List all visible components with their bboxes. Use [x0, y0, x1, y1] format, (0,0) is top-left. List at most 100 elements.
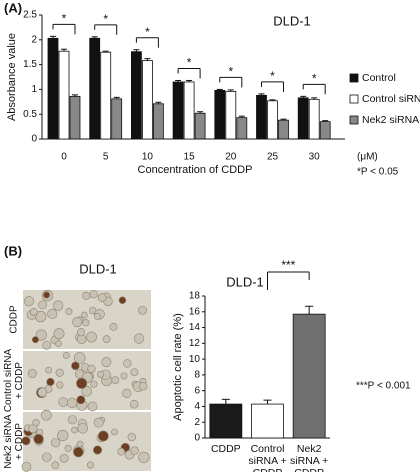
y-tick-label: 16	[189, 306, 201, 317]
bar	[111, 98, 123, 140]
x-tick-label: 20	[225, 152, 237, 163]
y-tick-label: 18	[189, 291, 201, 302]
cell	[129, 399, 139, 409]
cell	[27, 369, 37, 379]
cell	[42, 452, 52, 462]
error-bar	[144, 58, 151, 61]
cell	[31, 336, 39, 344]
x-tick-label: 5	[103, 152, 109, 163]
cell	[62, 352, 70, 359]
error-bar	[133, 49, 140, 52]
error-bar	[155, 101, 162, 104]
cell	[76, 377, 88, 389]
note: ***P < 0.001	[356, 381, 411, 392]
cell	[53, 300, 64, 311]
cell	[87, 401, 98, 412]
error-bar	[186, 79, 193, 82]
bar	[183, 81, 195, 140]
error-bar	[216, 88, 223, 91]
legend-label: Control	[362, 72, 396, 84]
y-axis-title: Absorbance value	[6, 33, 18, 121]
cell	[80, 311, 88, 319]
cell	[59, 453, 69, 463]
error-bar	[280, 118, 287, 121]
cell	[111, 376, 120, 384]
bar	[172, 81, 184, 140]
y-tick-label: 14	[189, 322, 201, 333]
chart-title: DLD-1	[273, 13, 311, 28]
cell	[40, 409, 52, 421]
cell	[93, 445, 103, 455]
cell	[82, 319, 90, 327]
bar	[152, 103, 164, 140]
significance: *	[62, 11, 67, 25]
cell	[65, 308, 73, 316]
cell	[89, 290, 98, 299]
legend-swatch	[349, 73, 359, 83]
error-bar	[102, 50, 109, 53]
cell	[76, 328, 86, 337]
cell	[23, 296, 35, 307]
significance: *	[103, 12, 108, 26]
row-label: + CDDP	[14, 362, 25, 399]
cell	[57, 429, 69, 442]
cell	[51, 461, 60, 470]
x-tick-label: 10	[142, 152, 154, 163]
cell	[93, 417, 104, 428]
cell	[72, 317, 83, 328]
bar	[58, 50, 70, 140]
cell	[33, 433, 44, 445]
cell	[87, 364, 96, 373]
y-tick-label: 0.5	[23, 109, 37, 120]
bar	[278, 119, 289, 140]
significance: *	[270, 69, 275, 83]
cell	[118, 296, 127, 304]
cell	[29, 307, 38, 316]
cell	[64, 444, 72, 452]
cell	[37, 387, 48, 398]
error-bar	[197, 111, 204, 114]
cell	[138, 305, 147, 315]
legend-swatch	[349, 94, 359, 104]
cell	[47, 308, 58, 319]
cell	[139, 382, 148, 391]
cell	[50, 437, 61, 448]
bar	[236, 117, 248, 140]
cell	[46, 377, 55, 387]
error-bar	[50, 35, 56, 39]
cell	[35, 329, 47, 341]
y-tick-label: 0	[31, 134, 37, 145]
bar	[225, 90, 237, 140]
x-unit: (μM)	[357, 152, 378, 163]
cell	[86, 461, 94, 469]
bar	[69, 95, 81, 140]
y-axis-title: Apoptotic cell rate (%)	[172, 313, 184, 421]
error-bar	[113, 96, 120, 99]
cell	[43, 291, 51, 299]
y-tick-label: 2	[194, 417, 200, 428]
cell	[109, 322, 118, 331]
error-bar	[91, 36, 98, 39]
significance: *	[228, 65, 233, 79]
x-axis-title: Concentration of CDDP	[138, 164, 253, 176]
bar	[130, 51, 142, 140]
cell	[102, 335, 111, 343]
cell	[71, 426, 78, 434]
significance: *	[312, 72, 317, 86]
legend-label: Control siRNA	[362, 93, 420, 105]
cell	[86, 331, 97, 343]
y-tick-label: 2.5	[23, 10, 37, 21]
cell	[96, 370, 104, 378]
bar	[251, 403, 284, 439]
x-tick-label: 25	[267, 152, 279, 163]
cell	[73, 446, 84, 458]
cell	[111, 428, 118, 436]
error-bar	[72, 94, 78, 97]
cell	[76, 440, 84, 448]
panel-label: (B)	[4, 243, 22, 258]
bar	[100, 51, 112, 140]
bar	[47, 37, 59, 140]
cell	[42, 340, 52, 350]
image-title: DLD-1	[79, 261, 117, 276]
